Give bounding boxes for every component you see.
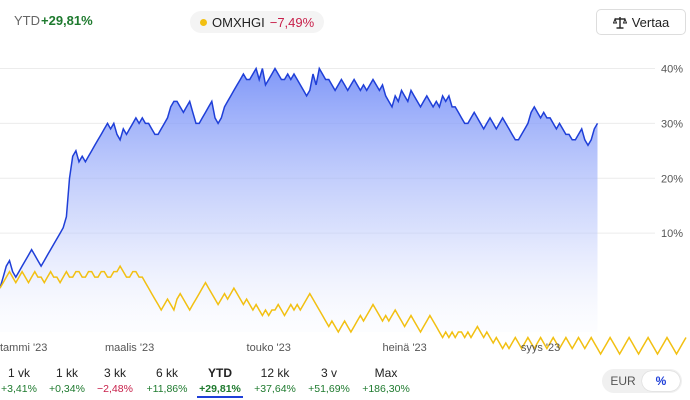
y-tick-label: 20% <box>661 173 683 185</box>
period-label: 3 v <box>320 366 337 380</box>
unit-eur-option[interactable]: EUR <box>610 374 636 388</box>
period-label: 12 kk <box>260 366 290 380</box>
chart-header: YTD +29,81% OMXHGI −7,49% Vertaa <box>0 0 690 44</box>
period-option-6-kk[interactable]: 6 kk +11,86% <box>144 362 190 398</box>
x-tick-label: syys '23 <box>521 342 560 354</box>
period-change: +11,86% <box>146 383 188 395</box>
period-change: +186,30% <box>362 383 410 395</box>
y-tick-label: 40% <box>661 63 683 75</box>
period-option-3-kk[interactable]: 3 kk −2,48% <box>92 362 138 398</box>
period-option-1-vk[interactable]: 1 vk +3,41% <box>0 362 42 398</box>
benchmark-dot-icon <box>200 18 207 26</box>
benchmark-change: −7,49% <box>269 14 315 30</box>
period-label: YTD <box>208 366 232 380</box>
period-change: +3,41% <box>1 383 37 395</box>
unit-toggle: EUR % <box>602 369 682 393</box>
x-tick-label: tammi '23 <box>0 342 47 354</box>
period-change: +0,34% <box>49 383 85 395</box>
benchmark-legend[interactable]: OMXHGI −7,49% <box>190 11 325 33</box>
primary-area-fill <box>0 68 598 332</box>
period-label: 3 kk <box>103 366 126 380</box>
x-tick-label: maalis '23 <box>105 342 154 354</box>
period-selector: 1 vk +3,41% 1 kk +0,34% 3 kk −2,48% 6 kk +11,86… <box>0 362 690 400</box>
y-tick-label: 30% <box>661 118 683 130</box>
period-change: −2,48% <box>97 383 133 395</box>
period-label: Max <box>374 366 398 380</box>
y-tick-label: 10% <box>661 228 683 240</box>
period-change: +51,69% <box>308 383 350 395</box>
x-tick-label: touko '23 <box>247 342 291 354</box>
period-label: 1 kk <box>55 366 78 380</box>
benchmark-name: OMXHGI <box>212 14 265 30</box>
compare-label: Vertaa <box>631 14 670 30</box>
period-change: +29,81% <box>41 13 93 28</box>
unit-percent-option[interactable]: % <box>642 371 680 391</box>
primary-series-line <box>0 66 599 289</box>
period-label: 1 vk <box>7 366 30 380</box>
period-label: YTD <box>14 13 40 28</box>
period-option-max[interactable]: Max +186,30% <box>358 362 414 398</box>
period-option-3-v[interactable]: 3 v +51,69% <box>306 362 352 398</box>
compare-button[interactable]: Vertaa <box>596 9 686 35</box>
period-option-ytd[interactable]: YTD +29,81% <box>197 362 243 398</box>
period-label: 6 kk <box>155 366 178 380</box>
period-change: +29,81% <box>199 383 241 395</box>
x-tick-label: heinä '23 <box>382 342 426 354</box>
period-option-12-kk[interactable]: 12 kk +37,64% <box>252 362 298 398</box>
performance-chart: 10% 20% 30% 40% tammi '23 maalis '23 touko '2… <box>0 63 687 356</box>
benchmark-series-line <box>0 264 687 356</box>
period-change: +37,64% <box>254 383 296 395</box>
period-option-1-kk[interactable]: 1 kk +0,34% <box>44 362 90 398</box>
scale-icon <box>612 16 627 29</box>
